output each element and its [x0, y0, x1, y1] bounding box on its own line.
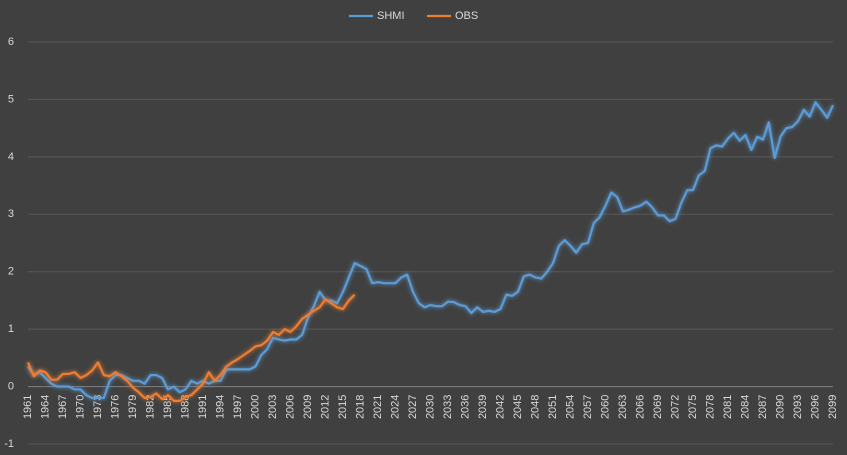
- x-tick-label: 2045: [512, 395, 524, 419]
- x-tick-label: 1961: [22, 395, 34, 419]
- x-tick-label: 2006: [284, 395, 296, 419]
- x-tick-label: 1973: [92, 395, 104, 419]
- x-tick-label: 1967: [57, 395, 69, 419]
- y-tick-label: 2: [8, 266, 14, 278]
- x-tick-label: 2057: [582, 395, 594, 419]
- x-tick-label: 2069: [652, 395, 664, 419]
- x-tick-label: 2060: [599, 395, 611, 419]
- x-tick-label: 1997: [232, 395, 244, 419]
- x-tick-label: 1964: [39, 395, 51, 419]
- x-tick-label: 1991: [197, 395, 209, 419]
- x-tick-label: 2066: [634, 395, 646, 419]
- x-tick-label: 2093: [792, 395, 804, 419]
- x-tick-label: 2084: [739, 395, 751, 419]
- x-tick-label: 2018: [354, 395, 366, 419]
- x-tick-label: 2078: [704, 395, 716, 419]
- x-tick-label: 2030: [424, 395, 436, 419]
- x-tick-label: 1988: [179, 395, 191, 419]
- x-tick-label: 1979: [127, 395, 139, 419]
- x-tick-label: 2099: [827, 395, 839, 419]
- x-tick-label: 2024: [389, 395, 401, 419]
- x-tick-label: 2096: [809, 395, 821, 419]
- y-tick-label: 5: [8, 93, 14, 105]
- x-tick-label: 2042: [494, 395, 506, 419]
- x-tick-label: 2027: [407, 395, 419, 419]
- x-tick-label: 2012: [319, 395, 331, 419]
- y-tick-label: 3: [8, 208, 14, 220]
- x-tick-label: 2021: [372, 395, 384, 419]
- x-tick-label: 2003: [267, 395, 279, 419]
- x-tick-label: 2087: [757, 395, 769, 419]
- y-tick-label: -1: [4, 438, 14, 450]
- x-tick-label: 1982: [144, 395, 156, 419]
- x-tick-label: 2090: [774, 395, 786, 419]
- x-tick-label: 2054: [564, 395, 576, 419]
- y-tick-label: 0: [8, 380, 14, 392]
- x-tick-label: 2039: [477, 395, 489, 419]
- x-tick-label: 2033: [442, 395, 454, 419]
- series-line: [27, 101, 834, 400]
- legend-label: OBS: [455, 10, 478, 22]
- x-tick-label: 2000: [249, 395, 261, 419]
- series-line: [26, 293, 356, 403]
- x-tick-label: 2036: [459, 395, 471, 419]
- x-tick-label: 1985: [162, 395, 174, 419]
- x-tick-label: 1976: [109, 395, 121, 419]
- x-tick-label: 2075: [687, 395, 699, 419]
- x-tick-label: 2063: [617, 395, 629, 419]
- x-tick-label: 2048: [529, 395, 541, 419]
- x-tick-label: 2081: [722, 395, 734, 419]
- legend-label: SHMI: [377, 10, 405, 22]
- x-tick-label: 2009: [302, 395, 314, 419]
- x-tick-label: 2051: [547, 395, 559, 419]
- y-tick-label: 4: [8, 151, 14, 163]
- y-tick-label: 1: [8, 323, 14, 335]
- x-tick-label: 1994: [214, 395, 226, 419]
- y-tick-label: 6: [8, 36, 14, 48]
- x-tick-label: 2072: [669, 395, 681, 419]
- x-tick-label: 2015: [337, 395, 349, 419]
- x-tick-label: 1970: [74, 395, 86, 419]
